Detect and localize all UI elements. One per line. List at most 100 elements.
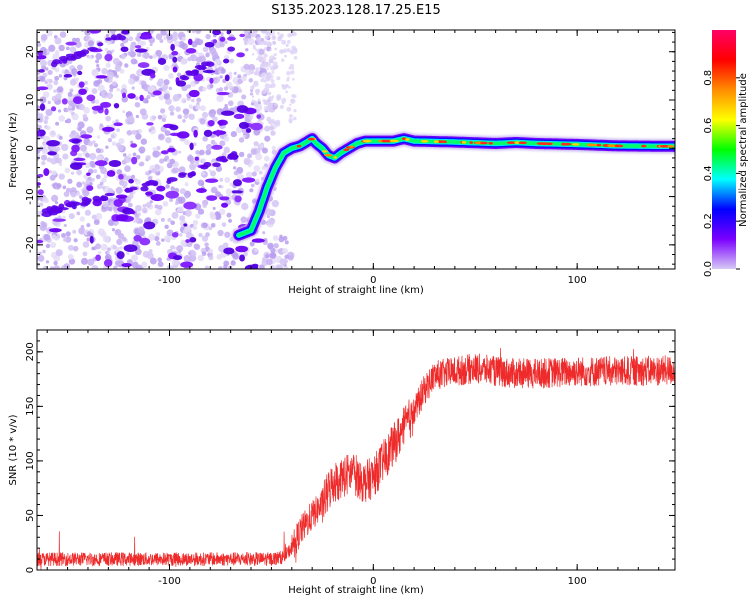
noise-blob bbox=[165, 190, 180, 199]
noise-dot bbox=[91, 178, 95, 182]
noise-streak bbox=[65, 53, 76, 58]
noise-dot bbox=[154, 235, 160, 242]
noise-dot bbox=[116, 87, 120, 92]
noise-dot bbox=[149, 55, 153, 60]
noise-dot bbox=[183, 114, 189, 119]
noise-dot bbox=[68, 213, 75, 220]
noise-dot bbox=[96, 135, 101, 139]
noise-dot bbox=[247, 38, 255, 46]
ridge-hotspot bbox=[324, 153, 333, 157]
noise-streak bbox=[166, 179, 172, 184]
noise-dot bbox=[161, 117, 167, 123]
noise-blob bbox=[113, 122, 123, 127]
noise-dot bbox=[130, 58, 137, 65]
noise-dot bbox=[223, 146, 231, 154]
noise-blob bbox=[150, 73, 156, 79]
noise-blob bbox=[113, 102, 120, 109]
ridge-hotspot bbox=[349, 145, 354, 149]
noise-dot bbox=[271, 145, 276, 151]
noise-blob bbox=[95, 254, 101, 261]
noise-blob bbox=[221, 202, 229, 208]
noise-dot bbox=[126, 251, 130, 256]
noise-dot bbox=[96, 64, 100, 68]
noise-dot bbox=[272, 61, 278, 67]
noise-dot bbox=[71, 37, 77, 43]
noise-dot bbox=[226, 81, 233, 89]
noise-dot bbox=[46, 125, 51, 131]
noise-dot bbox=[285, 43, 289, 48]
noise-dot bbox=[76, 169, 82, 176]
noise-dot bbox=[188, 113, 195, 120]
noise-dot bbox=[286, 40, 291, 44]
noise-dot bbox=[228, 71, 233, 76]
noise-dot bbox=[192, 142, 197, 147]
noise-dot bbox=[290, 33, 294, 37]
noise-dot bbox=[259, 144, 264, 148]
ridge-hotspot bbox=[561, 142, 566, 146]
noise-dot bbox=[48, 170, 53, 174]
noise-dot bbox=[67, 91, 73, 97]
noise-streak bbox=[140, 186, 149, 192]
noise-dot bbox=[168, 86, 173, 91]
noise-dot bbox=[134, 96, 139, 101]
noise-dot bbox=[258, 170, 263, 175]
noise-dot bbox=[129, 43, 136, 50]
noise-dot bbox=[253, 141, 259, 147]
noise-blob bbox=[250, 122, 263, 131]
noise-dot bbox=[164, 155, 170, 160]
noise-dot bbox=[254, 103, 258, 107]
noise-dot bbox=[211, 51, 219, 58]
ridge-hotspot bbox=[405, 138, 410, 141]
noise-dot bbox=[283, 54, 288, 58]
x-tick-label: 0 bbox=[370, 275, 376, 286]
noise-streak bbox=[191, 69, 199, 74]
noise-dot bbox=[187, 56, 192, 62]
noise-dot bbox=[77, 127, 82, 132]
noise-dot bbox=[188, 104, 194, 109]
noise-dot bbox=[266, 89, 269, 93]
noise-dot bbox=[91, 214, 97, 220]
noise-dot bbox=[164, 235, 171, 242]
noise-blob bbox=[212, 39, 218, 44]
noise-dot bbox=[71, 68, 78, 75]
noise-blob bbox=[37, 189, 44, 196]
noise-blob bbox=[102, 126, 115, 132]
noise-dot bbox=[41, 160, 46, 166]
noise-streak bbox=[92, 195, 101, 202]
noise-dot bbox=[160, 108, 166, 114]
noise-dot bbox=[80, 257, 89, 265]
noise-blob bbox=[188, 89, 200, 98]
noise-dot bbox=[157, 151, 162, 156]
noise-dot bbox=[37, 176, 41, 182]
noise-dot bbox=[115, 119, 119, 123]
noise-dot bbox=[255, 48, 258, 51]
noise-blob bbox=[183, 223, 188, 227]
noise-dot bbox=[87, 40, 95, 47]
noise-dot bbox=[166, 33, 173, 40]
noise-dot bbox=[205, 232, 210, 237]
y-tick-label: 200 bbox=[25, 342, 36, 361]
x-tick-label: 0 bbox=[370, 576, 376, 587]
noise-dot bbox=[240, 216, 247, 223]
noise-blob bbox=[238, 121, 250, 129]
noise-dot bbox=[54, 50, 60, 55]
noise-dot bbox=[149, 200, 153, 204]
noise-dot bbox=[268, 217, 276, 225]
noise-blob bbox=[189, 237, 197, 243]
noise-dot bbox=[65, 46, 70, 51]
noise-dot bbox=[112, 245, 117, 250]
noise-dot bbox=[97, 228, 106, 236]
noise-dot bbox=[106, 71, 115, 79]
noise-dot bbox=[286, 106, 292, 112]
noise-dot bbox=[82, 113, 88, 119]
noise-dot bbox=[202, 136, 208, 142]
noise-dot bbox=[238, 88, 243, 93]
noise-dot bbox=[169, 111, 175, 116]
colorbar-tick-label: 0.2 bbox=[703, 213, 714, 229]
ridge-hotspot bbox=[343, 148, 350, 152]
noise-dot bbox=[165, 98, 172, 105]
noise-dot bbox=[147, 176, 152, 181]
noise-dot bbox=[165, 30, 171, 34]
noise-dot bbox=[83, 106, 90, 114]
noise-dot bbox=[210, 222, 216, 228]
